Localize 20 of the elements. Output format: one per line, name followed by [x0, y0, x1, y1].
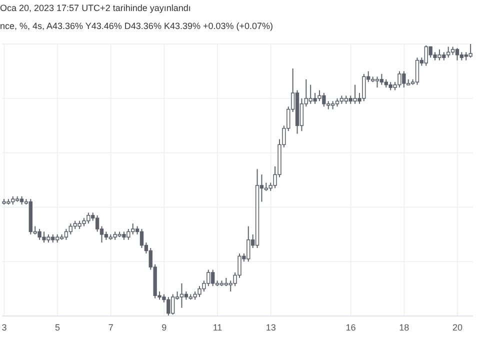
candlestick	[415, 57, 420, 86]
candlestick	[95, 214, 100, 232]
text: nce, %, 4s, A43.36% Y43.46% D43.36% K43.39% +0.03% (+0.07%)	[0, 21, 274, 31]
x-tick-label: 20	[452, 322, 462, 332]
x-tick-label: 5	[55, 322, 60, 332]
candlestick	[455, 48, 460, 61]
x-tick-label: 13	[266, 322, 276, 332]
x-tick-label: 18	[399, 322, 410, 332]
candlestick	[64, 228, 68, 240]
text: Oca 20, 2023 17:57 UTC+2 tarihinde yayınlandı	[0, 3, 191, 13]
candlestick	[180, 282, 184, 308]
x-tick-label: 9	[162, 322, 167, 332]
candlestick	[468, 44, 472, 58]
x-tick-label: 7	[108, 322, 114, 332]
candlestick	[380, 73, 384, 86]
x-tick-label: 16	[346, 322, 356, 332]
candlestick	[375, 76, 380, 88]
candlestick	[140, 228, 144, 248]
x-tick-label: 3	[2, 322, 7, 332]
x-tick-label: 11	[212, 322, 222, 332]
